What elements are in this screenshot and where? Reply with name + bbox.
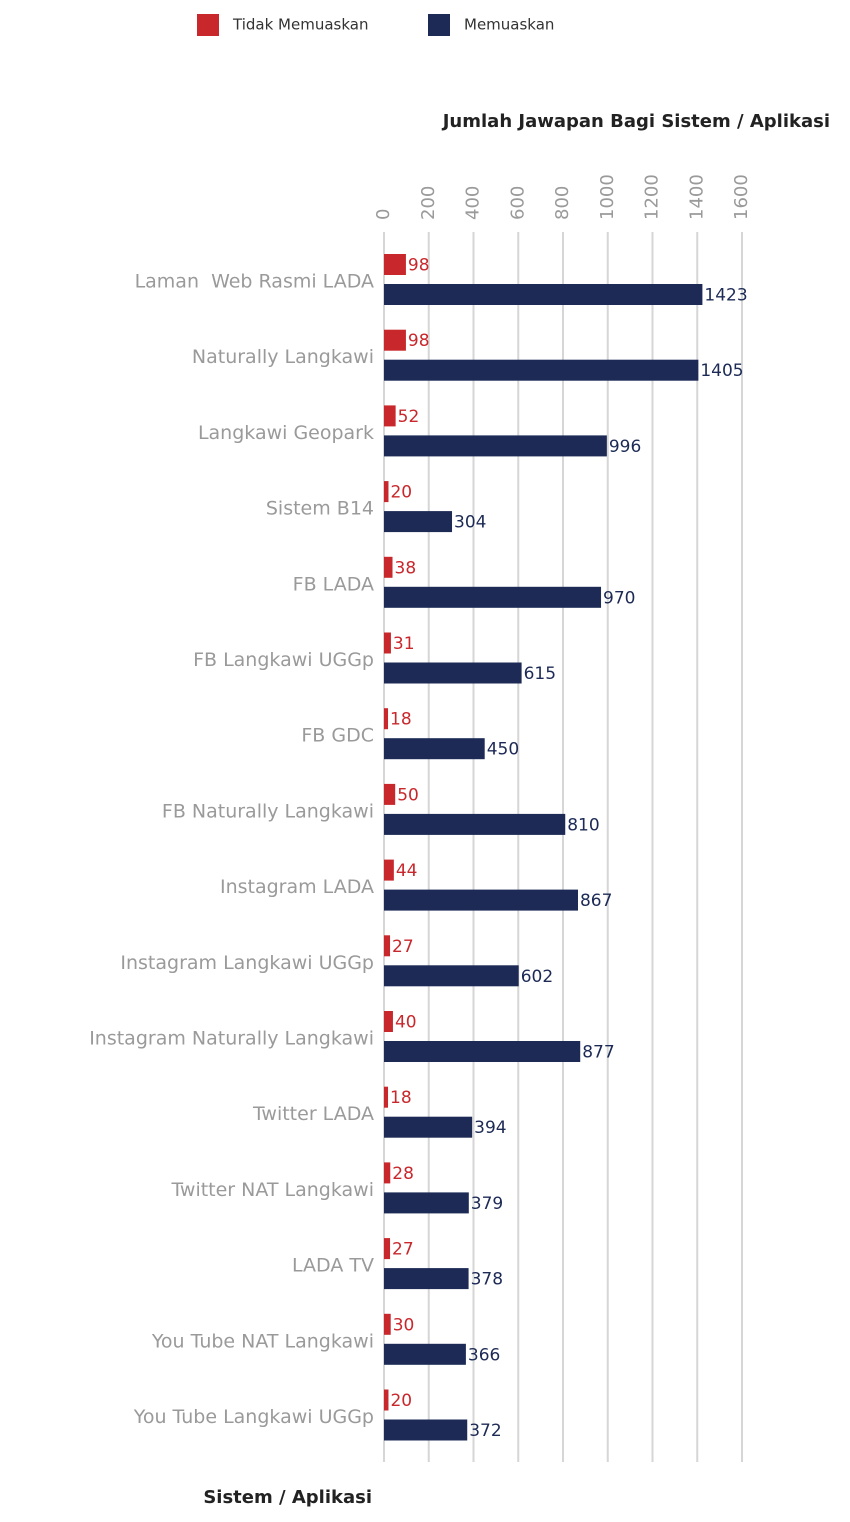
x-tick-label: 200 (418, 186, 439, 220)
bar (384, 662, 522, 684)
data-label: 372 (469, 1421, 501, 1441)
bar (384, 1011, 393, 1032)
y-tick-label: Langkawi Geopark (198, 422, 374, 444)
bar (384, 1313, 391, 1335)
y-tick-label: Instagram Langkawi UGGp (120, 952, 374, 974)
bar (384, 708, 389, 730)
y-tick-label: Twitter LADA (252, 1103, 374, 1125)
bar (384, 1419, 468, 1441)
data-label: 996 (609, 437, 641, 457)
data-label: 98 (408, 256, 430, 276)
data-label: 30 (393, 1315, 415, 1335)
bar (384, 813, 566, 835)
x-tick-label: 1400 (686, 174, 707, 220)
legend-swatch (197, 14, 219, 36)
bar (384, 1192, 469, 1214)
data-label: 52 (398, 407, 420, 427)
y-tick-label: FB Naturally Langkawi (162, 800, 374, 822)
x-tick-label: 1200 (642, 174, 663, 220)
bar (384, 889, 578, 911)
data-label: 40 (395, 1013, 417, 1033)
bar (384, 586, 602, 608)
legend-swatch (428, 14, 450, 36)
y-tick-label: You Tube Langkawi UGGp (133, 1406, 374, 1428)
y-tick-label: Twitter NAT Langkawi (170, 1179, 374, 1201)
data-label: 28 (392, 1164, 414, 1184)
data-label: 378 (471, 1270, 503, 1290)
y-tick-label: Laman Web Rasmi LADA (135, 271, 374, 293)
data-label: 98 (408, 331, 430, 351)
bar (384, 405, 396, 427)
legend-label: Memuaskan (464, 16, 554, 34)
y-tick-label: FB LADA (293, 573, 374, 595)
axis-title: Jumlah Jawapan Bagi Sistem / Aplikasi (441, 111, 830, 132)
bar (384, 1268, 469, 1290)
data-label: 27 (392, 1240, 414, 1260)
data-label: 379 (471, 1194, 503, 1214)
data-label: 44 (396, 861, 418, 881)
data-label: 18 (390, 710, 412, 730)
data-label: 366 (468, 1345, 500, 1365)
data-label: 810 (567, 815, 599, 835)
y-tick-label: Instagram Naturally Langkawi (89, 1028, 374, 1050)
data-label: 20 (390, 1391, 412, 1411)
bar (384, 254, 406, 275)
bar (384, 1162, 391, 1184)
x-tick-label: 800 (552, 186, 573, 220)
data-label: 20 (390, 483, 412, 503)
bar (384, 935, 391, 957)
data-label: 615 (524, 664, 556, 684)
bar (384, 783, 396, 805)
y-tick-label: Instagram LADA (220, 876, 374, 898)
x-tick-label: 0 (373, 209, 394, 220)
y-tick-label: You Tube NAT Langkawi (151, 1330, 374, 1352)
y-tick-label: Sistem B14 (266, 498, 374, 520)
bar (384, 965, 519, 987)
bar (384, 1343, 466, 1365)
data-label: 602 (521, 967, 553, 987)
y-axis-title: Sistem / Aplikasi (203, 1487, 372, 1508)
bar (384, 329, 406, 351)
data-label: 38 (395, 558, 417, 578)
data-label: 877 (582, 1043, 614, 1063)
bar (384, 1086, 389, 1108)
data-label: 304 (454, 513, 486, 533)
x-tick-label: 1600 (731, 174, 752, 220)
bar (384, 1238, 391, 1260)
data-label: 1423 (704, 286, 747, 306)
data-label: 18 (390, 1088, 412, 1108)
y-tick-label: FB Langkawi UGGp (193, 649, 374, 671)
bar (384, 738, 485, 760)
bar (384, 435, 607, 457)
data-label: 394 (474, 1118, 506, 1138)
bar (384, 284, 703, 305)
bar (384, 556, 393, 578)
x-tick-label: 600 (507, 186, 528, 220)
data-label: 31 (393, 634, 415, 654)
bar (384, 511, 453, 533)
x-tick-label: 1000 (597, 174, 618, 220)
y-tick-label: LADA TV (292, 1255, 374, 1277)
y-tick-label: FB GDC (301, 725, 374, 747)
data-label: 1405 (700, 361, 743, 381)
bar (384, 359, 699, 381)
data-label: 27 (392, 937, 414, 957)
bar (384, 1389, 389, 1411)
data-label: 50 (397, 785, 419, 805)
data-label: 867 (580, 891, 612, 911)
data-label: 450 (487, 740, 519, 760)
bar (384, 859, 394, 881)
legend-label: Tidak Memuaskan (232, 16, 368, 34)
y-tick-label: Naturally Langkawi (192, 346, 374, 368)
bar (384, 481, 389, 503)
bar (384, 1041, 581, 1062)
x-tick-label: 400 (463, 186, 484, 220)
bar (384, 1116, 473, 1138)
bar (384, 632, 391, 654)
data-label: 970 (603, 588, 635, 608)
